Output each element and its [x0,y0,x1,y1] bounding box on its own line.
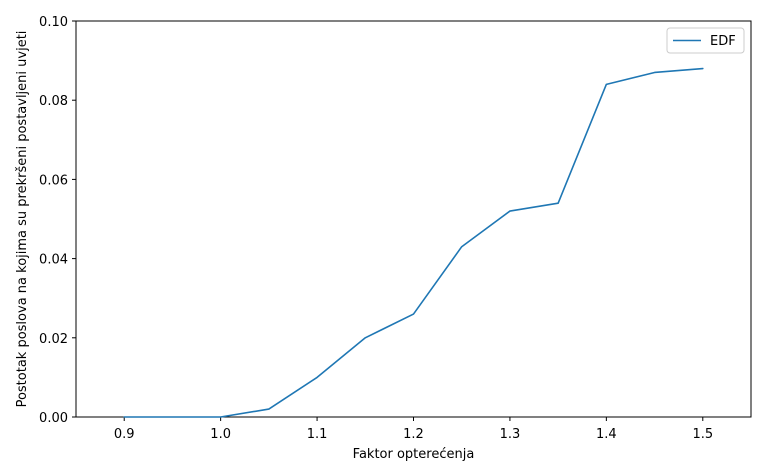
x-axis-ticks: 0.9 1.0 1.1 1.2 1.3 1.4 1.5 [114,417,713,442]
x-tick-label: 1.0 [210,427,231,442]
y-tick-label: 0.08 [39,94,68,109]
y-tick-label: 0.06 [39,173,68,188]
x-tick-label: 1.2 [403,427,424,442]
x-tick-label: 1.3 [500,427,521,442]
y-tick-label: 0.10 [39,15,68,30]
x-tick-label: 1.1 [307,427,328,442]
x-tick-label: 1.5 [692,427,713,442]
y-tick-label: 0.02 [39,332,68,347]
legend: EDF [666,27,745,54]
series-line-edf [123,67,704,418]
y-tick-label: 0.00 [39,411,68,426]
series-layer [123,67,704,418]
x-tick-label: 1.4 [596,427,617,442]
y-axis-ticks: 0.00 0.02 0.04 0.06 0.08 0.10 [39,15,76,426]
x-tick-label: 0.9 [114,427,135,442]
y-axis-label: Postotak poslova na kojima su prekršeni … [15,31,30,408]
legend-label-edf: EDF [710,34,736,49]
y-tick-label: 0.04 [39,253,68,268]
legend-box [666,27,745,54]
x-axis-label: Faktor opterećenja [353,447,475,462]
